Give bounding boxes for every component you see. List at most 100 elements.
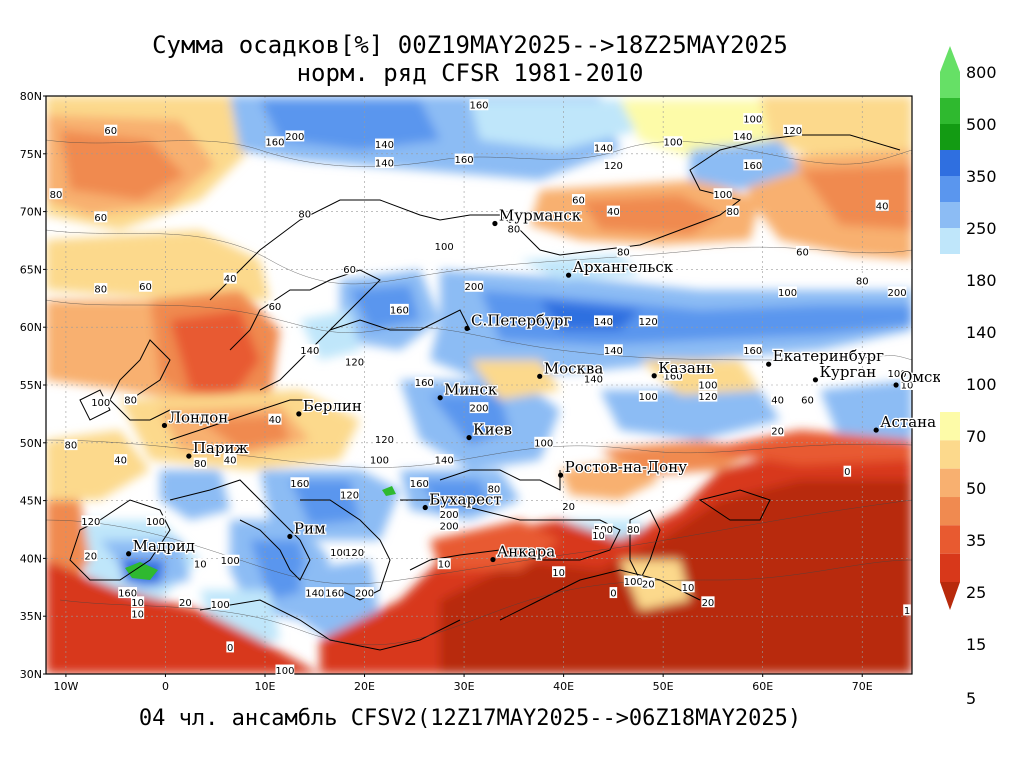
contour-label: 40 xyxy=(224,456,237,467)
contour-label: 100 xyxy=(778,288,797,299)
contour-label: 10 xyxy=(901,381,914,392)
contour-label: 40 xyxy=(771,396,784,407)
contour-label-bg xyxy=(124,394,138,406)
contour-label-bg xyxy=(681,581,695,593)
contour-label: 140 xyxy=(305,589,324,600)
contour-label-bg xyxy=(713,188,733,200)
contour-label-bg xyxy=(606,205,620,217)
lon-tick-label: 50E xyxy=(653,680,674,693)
contour-label-bg xyxy=(663,136,683,148)
contour-label-bg xyxy=(663,369,683,381)
lon-tick-label: 0 xyxy=(162,680,169,693)
contour-label: 0 xyxy=(610,589,616,600)
ensemble-footer: 04 чл. ансамбль CFSV2(12Z17MAY2025-->06Z… xyxy=(138,706,802,731)
city-dot xyxy=(287,533,293,540)
colorbar-label: 250 xyxy=(966,219,997,238)
contour-label: 140 xyxy=(594,144,613,155)
colorbar-label: 35 xyxy=(966,531,986,550)
contour-label: 160 xyxy=(455,155,474,166)
city-dot xyxy=(812,377,819,383)
contour-label-bg xyxy=(94,283,108,295)
contour-label-bg xyxy=(743,159,763,171)
contour-label: 20 xyxy=(562,502,575,513)
contour-label: 160 xyxy=(390,305,409,316)
contour-label-bg xyxy=(875,199,889,211)
contour-label: 10 xyxy=(194,560,207,571)
contour-label: 100 xyxy=(435,242,454,253)
contour-label: 120 xyxy=(698,392,717,403)
lon-tick-label: 20E xyxy=(354,680,375,693)
city-dot xyxy=(766,361,772,367)
contour-label: 200 xyxy=(285,132,304,143)
contour-label-bg xyxy=(94,211,108,223)
contour-label: 80 xyxy=(65,441,78,452)
contour-label: 0 xyxy=(844,467,850,478)
contour-label: 100 xyxy=(330,548,349,559)
contour-label-bg xyxy=(84,550,98,562)
city-label: С.Петербург xyxy=(471,311,571,329)
contour-label-bg xyxy=(439,508,459,520)
contour-label-bg xyxy=(305,587,325,599)
contour-label-bg xyxy=(226,641,234,653)
contour-label-bg xyxy=(469,99,489,111)
colorbar-segment xyxy=(940,124,960,150)
contour-label-bg xyxy=(300,344,320,356)
contour-label: 60 xyxy=(801,396,814,407)
contour-label-bg xyxy=(370,454,389,466)
city-dot xyxy=(537,373,543,379)
contour-label: 60 xyxy=(343,265,356,276)
contour-label-bg xyxy=(698,390,718,402)
contour-label-bg xyxy=(743,113,763,125)
colorbar-segment xyxy=(940,202,960,228)
contour-label-bg xyxy=(49,188,63,200)
city-dot xyxy=(490,556,496,563)
contour-label: 80 xyxy=(50,190,63,201)
lat-tick-label: 35N xyxy=(20,610,42,623)
contour-label: 140 xyxy=(300,346,319,357)
contour-label-bg xyxy=(626,523,640,535)
colorbar: 800 500 350 250 180 140 100 70 50 35 25 15 5 xyxy=(940,46,997,708)
colorbar-segment xyxy=(940,150,960,176)
lon-tick-label: 60E xyxy=(752,680,773,693)
city-label: Екатеринбург xyxy=(773,347,884,365)
colorbar-label: 800 xyxy=(966,63,997,82)
contour-label-bg xyxy=(285,130,305,142)
city-label: Минск xyxy=(444,381,498,399)
lon-tick-label: 10W xyxy=(53,680,78,693)
colorbar-label: 350 xyxy=(966,167,997,186)
contour-label: 120 xyxy=(345,357,364,368)
contour-label-bg xyxy=(345,546,364,558)
contour-label-bg xyxy=(783,124,802,136)
contour-label: 200 xyxy=(469,404,488,415)
contour-label: 160 xyxy=(743,346,762,357)
contour-label: 120 xyxy=(783,126,802,137)
contour-label: 0 xyxy=(227,643,233,654)
city-label: Анкара xyxy=(497,543,555,561)
city-label: Бухарест xyxy=(429,491,501,509)
contour-label: 200 xyxy=(440,510,459,521)
colorbar-label: 70 xyxy=(966,427,986,446)
lat-tick-label: 30N xyxy=(20,668,42,681)
lat-tick-label: 70N xyxy=(20,206,42,219)
colorbar-segment xyxy=(940,228,960,254)
lat-tick-label: 45N xyxy=(20,495,42,508)
coastlines xyxy=(69,134,901,651)
contour-label-bg xyxy=(340,488,359,500)
contour-label: 40 xyxy=(876,201,889,212)
contour-label-bg xyxy=(487,483,501,495)
contour-label: 10 xyxy=(592,531,605,542)
contour-label: 160 xyxy=(290,479,309,490)
contour-label: 20 xyxy=(84,552,97,563)
city-dot xyxy=(893,382,899,388)
contour-label: 200 xyxy=(464,282,483,293)
contour-label: 80 xyxy=(488,485,501,496)
contour-label: 1 xyxy=(904,606,910,617)
city-label: Ростов-на-Дону xyxy=(565,458,688,476)
contour-label: 100 xyxy=(888,369,907,380)
contour-label: 120 xyxy=(639,317,658,328)
contour-label-bg xyxy=(265,136,285,148)
city-label: Астана xyxy=(880,413,936,431)
lon-tick-label: 40E xyxy=(553,680,574,693)
lon-tick-label: 70E xyxy=(852,680,873,693)
contour-label: 100 xyxy=(713,190,732,201)
